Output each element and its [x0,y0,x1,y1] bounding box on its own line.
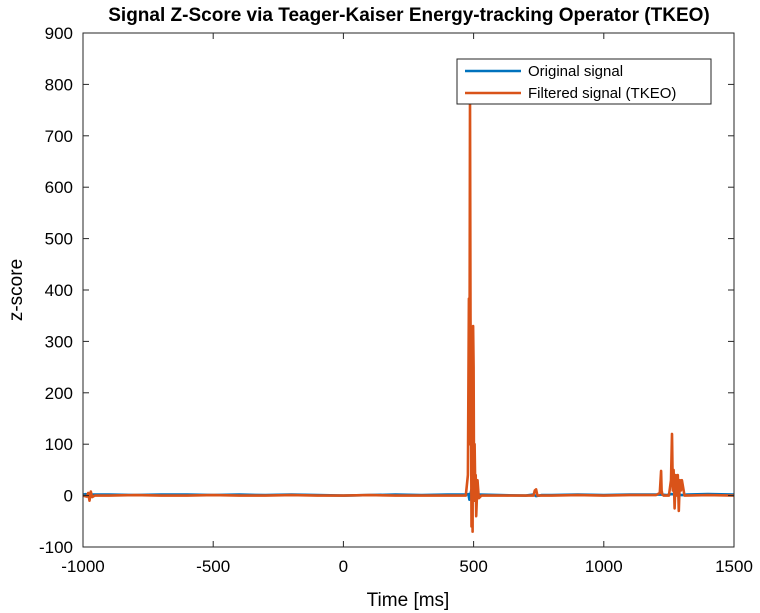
y-axis-label: z-score [6,259,27,321]
x-tick-label: -500 [196,557,230,576]
y-tick-label: 800 [45,75,73,94]
legend-label-1: Original signal [528,63,623,80]
y-tick-label: 100 [45,435,73,454]
y-tick-label: 200 [45,384,73,403]
x-tick-label: -1000 [61,557,104,576]
y-tick-label: 0 [64,487,73,506]
y-tick-label: 700 [45,127,73,146]
x-tick-label: 1500 [715,557,753,576]
x-tick-label: 0 [339,557,348,576]
series-line-2 [82,98,735,533]
legend: Original signal Filtered signal (TKEO) [456,58,712,105]
y-tick-label: 600 [45,178,73,197]
x-tick-label: 500 [459,557,487,576]
x-tick-label: 1000 [585,557,623,576]
x-axis-label: Time [ms] [367,590,450,611]
chart-title: Signal Z-Score via Teager-Kaiser Energy-… [108,5,709,26]
ticks-layer: -1000 -500 0 500 1000 1500-100010020030040050… [39,24,753,576]
legend-label-2: Filtered signal (TKEO) [528,85,676,102]
axes-background [83,33,734,547]
y-tick-label: 900 [45,24,73,43]
series-layer [82,98,735,533]
y-tick-label: 500 [45,230,73,249]
legend-box [456,58,712,105]
y-tick-label: 300 [45,332,73,351]
plot-area: -1000 -500 0 500 1000 1500-100010020030040050… [39,24,753,576]
y-tick-label: 400 [45,281,73,300]
y-tick-label: -100 [39,538,73,557]
